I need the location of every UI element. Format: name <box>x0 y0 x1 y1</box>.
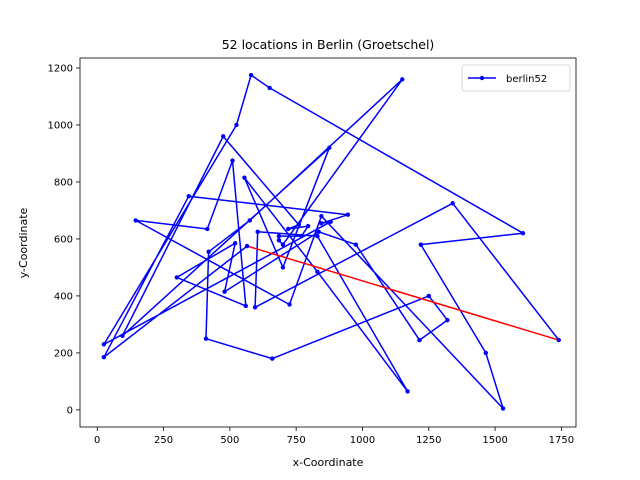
data-point <box>450 201 455 206</box>
data-point <box>296 222 302 227</box>
tour-points <box>101 72 561 411</box>
data-point <box>101 342 107 347</box>
data-point <box>120 333 125 339</box>
x-tick-label: 1500 <box>482 435 507 446</box>
data-point <box>222 289 227 294</box>
data-point <box>328 219 333 225</box>
data-point <box>203 336 209 341</box>
data-point <box>186 193 191 199</box>
y-tick-label: 400 <box>54 291 73 302</box>
legend-box <box>461 64 571 92</box>
x-tick-label: 1000 <box>350 435 375 446</box>
data-point <box>276 238 282 243</box>
data-point <box>206 249 211 254</box>
data-point <box>280 265 286 270</box>
data-point <box>327 145 332 150</box>
data-point <box>287 302 292 307</box>
data-point <box>315 233 320 239</box>
data-point <box>426 293 431 299</box>
x-tick-label: 0 <box>94 435 100 446</box>
data-point <box>232 241 238 246</box>
data-point <box>255 229 260 235</box>
data-point <box>252 305 258 310</box>
data-point <box>305 223 311 229</box>
data-point <box>276 233 282 239</box>
x-axis-label: x-Coordinate <box>293 456 364 469</box>
x-tick-label: 250 <box>154 435 173 446</box>
data-point <box>353 242 359 247</box>
data-point <box>316 229 321 235</box>
data-point <box>286 226 291 232</box>
series-line-berlin52 <box>103 74 560 410</box>
data-point <box>280 242 286 247</box>
legend-label: berlin52 <box>506 74 547 85</box>
data-point <box>315 269 320 274</box>
data-point <box>234 122 239 128</box>
data-point <box>400 77 405 82</box>
data-point <box>133 218 138 223</box>
x-tick-label: 750 <box>287 435 306 446</box>
data-point <box>418 242 424 247</box>
y-tick-label: 600 <box>54 234 73 245</box>
data-point <box>556 337 561 343</box>
data-point <box>270 356 275 361</box>
y-tick-label: 1200 <box>48 63 73 74</box>
data-point <box>101 354 107 360</box>
x-tick-label: 500 <box>220 435 239 446</box>
x-axis: 0 250 500 750 1000 1250 1500 1750 <box>94 427 574 446</box>
chart-title: 52 locations in Berlin (Groetschel) <box>222 37 435 52</box>
y-tick-label: 800 <box>54 177 73 188</box>
data-point <box>319 213 324 219</box>
data-point <box>405 389 410 394</box>
legend: berlin52 <box>461 64 571 92</box>
data-point <box>221 134 226 139</box>
data-point <box>248 72 254 78</box>
data-point <box>205 226 210 232</box>
data-point <box>345 212 351 217</box>
data-point <box>520 231 526 236</box>
y-axis-label: y-Coordinate <box>17 207 30 278</box>
data-point <box>319 221 324 226</box>
plot-area <box>79 57 577 428</box>
data-point <box>417 337 422 343</box>
data-point <box>242 175 247 180</box>
data-point <box>299 233 304 239</box>
legend-marker <box>479 75 485 81</box>
closing-segment <box>246 245 559 341</box>
data-point <box>483 350 489 356</box>
x-tick-label: 1250 <box>416 435 441 446</box>
data-point <box>230 158 235 163</box>
plot-frame <box>79 57 577 428</box>
data-point <box>247 218 252 223</box>
data-point <box>243 303 248 309</box>
data-point <box>500 406 506 411</box>
data-point <box>244 243 250 249</box>
y-tick-label: 200 <box>54 348 73 359</box>
data-point <box>267 85 272 91</box>
data-point <box>445 317 450 323</box>
tour-path <box>103 74 560 410</box>
x-tick-label: 1750 <box>549 435 574 446</box>
y-tick-label: 1000 <box>48 120 73 131</box>
y-axis: 0 200 400 600 800 1000 1200 <box>48 63 80 416</box>
data-point <box>174 275 180 280</box>
y-tick-label: 0 <box>67 405 73 416</box>
